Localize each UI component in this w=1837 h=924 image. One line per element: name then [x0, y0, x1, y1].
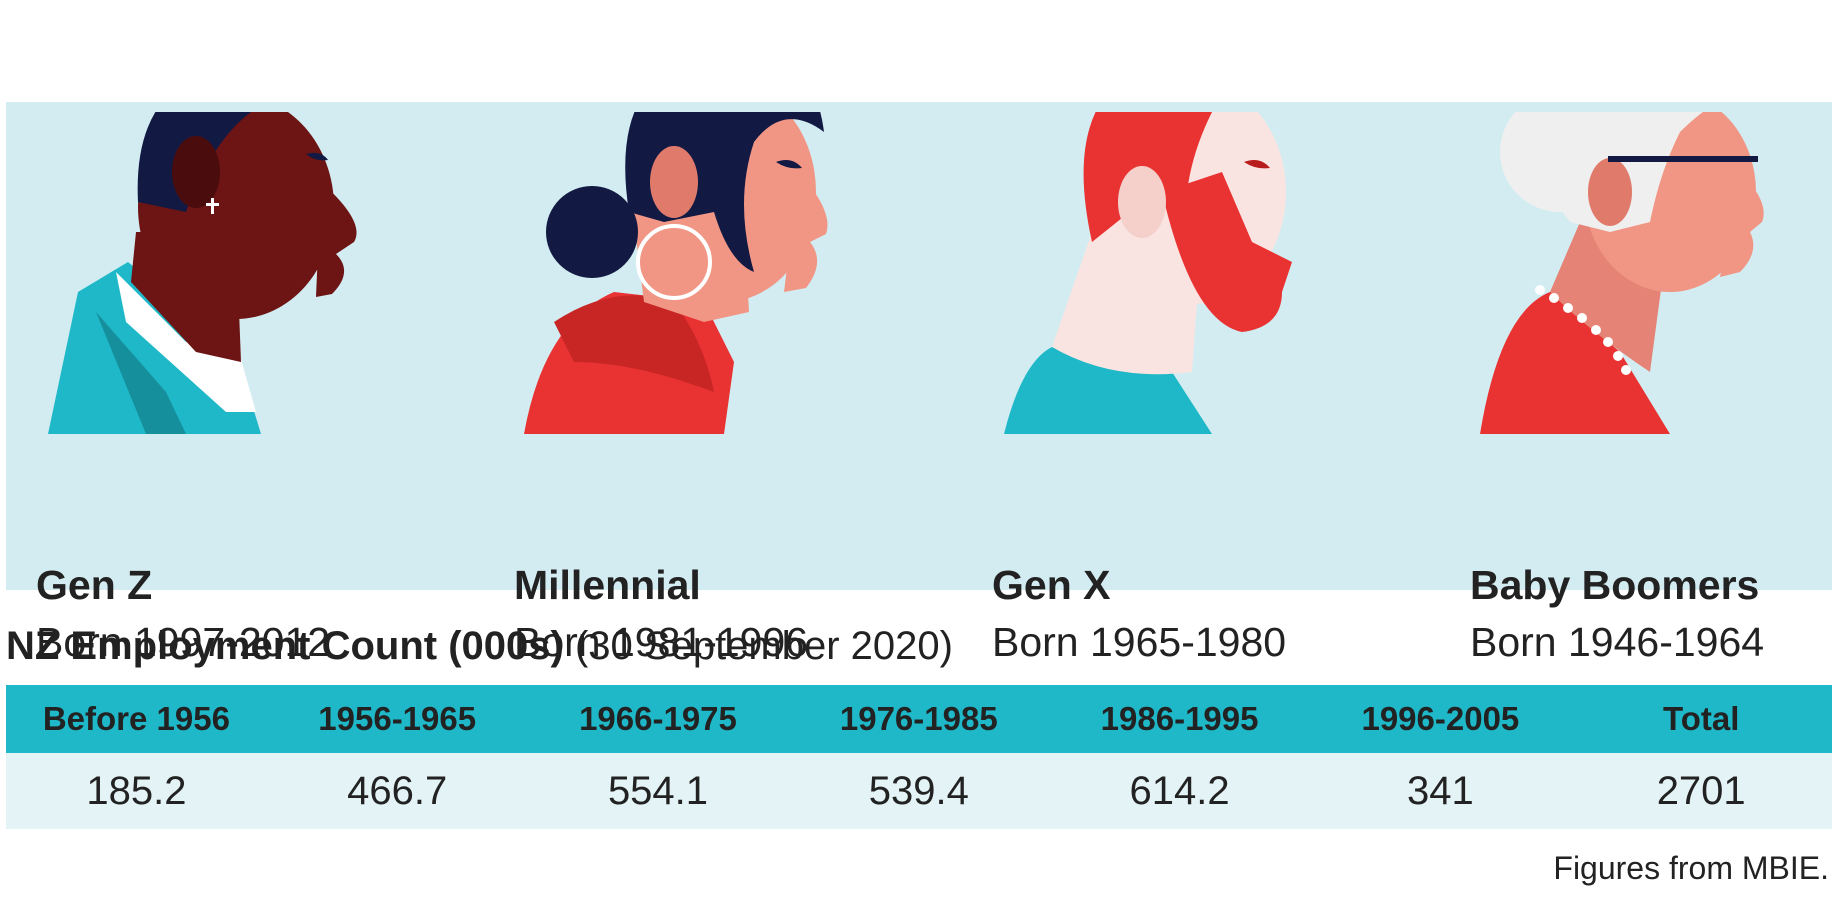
header-1956-1965: 1956-1965 — [318, 700, 477, 737]
table-heading: NZ Employment Count (000s) (30 September… — [6, 624, 953, 669]
header-1966-1975: 1966-1975 — [579, 700, 737, 737]
gen-z-profile-icon — [48, 112, 357, 434]
header-1976-1985: 1976-1985 — [839, 700, 998, 737]
value-before-1956: 185.2 — [86, 768, 187, 813]
gen-x-label: Gen X — [992, 562, 1111, 608]
header-total: Total — [1662, 700, 1740, 737]
employment-table: Before 1956 1956-1965 1966-1975 1976-198… — [6, 685, 1832, 829]
value-1956-1965: 466.7 — [347, 768, 448, 813]
value-1986-1995: 614.2 — [1129, 768, 1230, 813]
baby-boomers-born: Born 1946-1964 — [1470, 619, 1765, 665]
gen-z-label: Gen Z — [36, 562, 153, 608]
table-header-row: Before 1956 1956-1965 1966-1975 1976-198… — [6, 685, 1832, 753]
gen-x-profile-icon — [1004, 112, 1292, 434]
source-note: Figures from MBIE. — [1553, 850, 1829, 886]
generations-panel: Gen Z Born 1997-2012 Millennial Born 198… — [6, 102, 1832, 665]
header-1986-1995: 1986-1995 — [1100, 700, 1259, 737]
baby-boomers-figure — [1470, 112, 1837, 536]
millennial-figure — [514, 112, 994, 536]
gen-x-figure — [992, 112, 1472, 536]
millennial-profile-icon — [524, 112, 828, 434]
baby-boomer-profile-icon — [1480, 112, 1764, 434]
table-title: NZ Employment Count (000s) — [6, 624, 564, 668]
value-1996-2005: 341 — [1407, 768, 1474, 813]
table-row: 185.2 466.7 554.1 539.4 614.2 341 2701 — [6, 753, 1832, 829]
table-date: (30 September 2020) — [574, 624, 953, 668]
gen-x-born: Born 1965-1980 — [992, 619, 1287, 665]
value-1966-1975: 554.1 — [607, 768, 709, 813]
millennial-born: Born 1981-1996 — [514, 619, 809, 665]
value-total: 2701 — [1656, 768, 1746, 813]
millennial-label: Millennial — [514, 562, 701, 608]
gen-z-born: Born 1997-2012 — [36, 619, 331, 665]
gen-z-figure — [36, 112, 516, 536]
header-1996-2005: 1996-2005 — [1361, 700, 1520, 737]
baby-boomers-label: Baby Boomers — [1470, 562, 1760, 608]
header-before-1956: Before 1956 — [42, 700, 230, 737]
value-1976-1985: 539.4 — [868, 768, 969, 813]
